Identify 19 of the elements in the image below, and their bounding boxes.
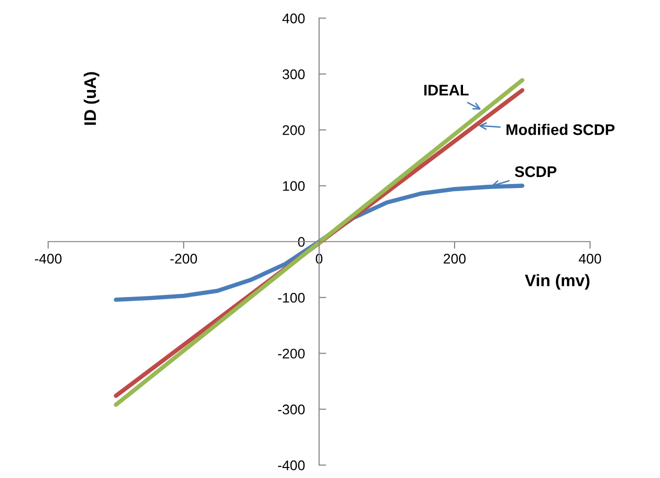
y-tick-label: -100 xyxy=(278,292,305,303)
y-tick-label: 0 xyxy=(298,236,305,247)
annotation: IDEAL xyxy=(424,84,469,96)
annotation: SCDP xyxy=(514,166,556,178)
x-axis-title: Vin (mv) xyxy=(524,274,590,290)
y-tick-label: -300 xyxy=(278,404,305,414)
x-tick-label: 200 xyxy=(444,254,466,264)
y-tick-label: -200 xyxy=(278,348,305,359)
annotation: Modified SCDP xyxy=(506,124,615,136)
x-tick-label: 0 xyxy=(316,254,322,264)
x-tick-label: -200 xyxy=(170,254,197,264)
y-tick-label: 300 xyxy=(282,69,305,80)
y-axis-title: ID (uA) xyxy=(84,72,100,125)
y-tick-label: -400 xyxy=(278,460,305,470)
y-tick-label: 100 xyxy=(283,181,305,191)
x-tick-label: -400 xyxy=(34,254,62,264)
y-tick-label: 200 xyxy=(282,125,305,136)
y-tick-label: 400 xyxy=(282,14,305,24)
x-tick-label: 400 xyxy=(578,254,602,264)
